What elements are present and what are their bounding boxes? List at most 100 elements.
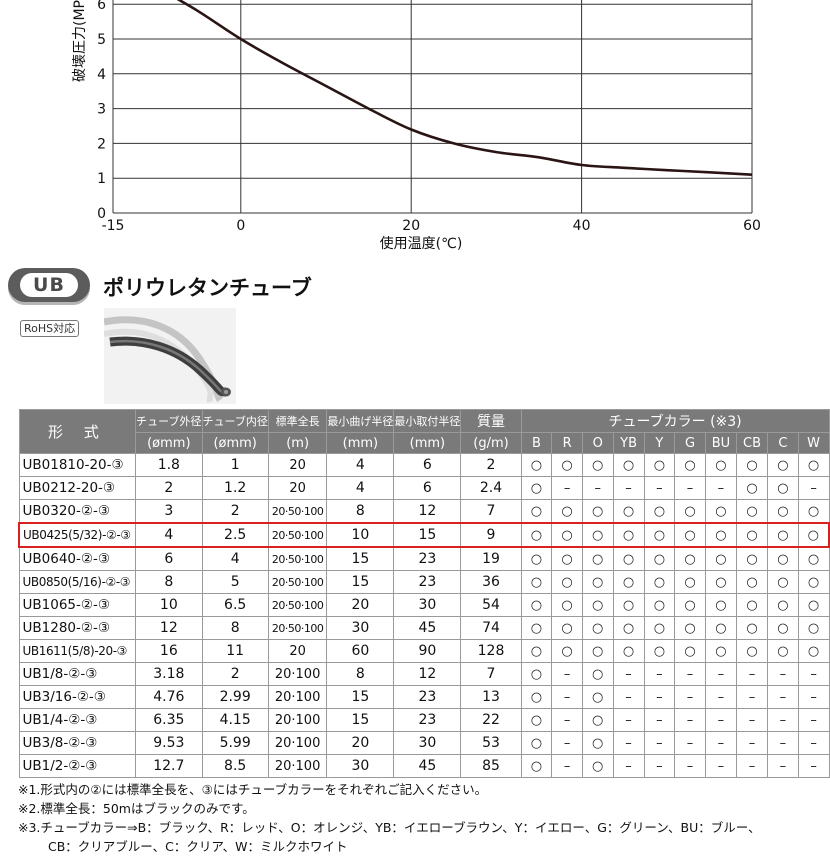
cell-outer: 2 (135, 476, 203, 500)
footnote-3-continued: CB：クリアブルー、C：クリア、W：ミルクホワイト (48, 839, 348, 854)
cell-inner: 1.2 (201, 476, 269, 500)
table-row: UB1/4-②-③ 6.35 4.15 20·100 15 23 22 ○ – ○ – – – – – – – (18, 708, 830, 732)
cell-length: 20·100 (267, 662, 328, 686)
cell-color-o: ○ (581, 754, 614, 778)
cell-color-yb: – (612, 662, 645, 686)
header-color-bu: BU (704, 432, 737, 454)
y-tick-label: 6 (97, 0, 106, 13)
cell-color-c: ○ (767, 593, 799, 617)
cell-color-c: – (767, 754, 799, 778)
cell-color-g: ○ (674, 570, 706, 594)
cell-color-cb: ○ (735, 453, 769, 477)
table-row: UB0320-②-③ 3 2 20·50·100 8 12 7 ○ ○ ○ ○ ○ ○ ○ ○ ○ ○ (18, 499, 830, 524)
cell-color-c: ○ (767, 570, 799, 594)
cell-model: UB3/8-②-③ (18, 731, 137, 755)
cell-color-w: ○ (797, 616, 830, 640)
table-subheader-row: (ømm) (ømm) (m) (mm) (mm) (g/m) B R O YB… (19, 432, 830, 454)
cell-color-b: ○ (520, 639, 553, 663)
cell-inner: 5.99 (201, 731, 269, 755)
cell-color-r: – (551, 708, 583, 732)
cell-color-g: – (674, 708, 706, 732)
cell-color-r: ○ (551, 616, 583, 640)
cell-color-yb: ○ (612, 639, 645, 663)
cell-color-r: – (551, 754, 583, 778)
header-color-b: B (520, 432, 553, 454)
cell-color-w: – (797, 685, 830, 709)
cell-color-bu: – (704, 731, 737, 755)
cell-color-o: ○ (581, 453, 614, 477)
cell-color-b: ○ (520, 546, 553, 571)
cell-model: UB1611(5/8)-20-③ (18, 639, 137, 663)
y-tick-label: 2 (97, 136, 106, 152)
header-mount-unit: (mm) (393, 432, 462, 454)
cell-color-bu: ○ (704, 570, 737, 594)
cell-color-cb: ○ (735, 522, 769, 548)
cell-model: UB0212-20-③ (18, 476, 137, 500)
cell-color-r: ○ (551, 453, 583, 477)
cell-color-c: ○ (767, 546, 799, 571)
cell-color-c: ○ (767, 616, 799, 640)
cell-bend: 20 (326, 593, 395, 617)
cell-color-y: ○ (643, 546, 676, 571)
cell-inner: 11 (201, 639, 269, 663)
cell-outer: 9.53 (135, 731, 203, 755)
table-row: UB01810-20-③ 1.8 1 20 4 6 2 ○ ○ ○ ○ ○ ○ ○ ○ ○ ○ (18, 453, 830, 477)
footnote-3: ※3.チューブカラー⇒B：ブラック、R：レッド、O：オレンジ、YB：イエローブラ… (18, 820, 761, 835)
header-color-w: W (797, 432, 830, 454)
chart-grid (112, 0, 753, 214)
cell-color-r: ○ (551, 499, 583, 524)
cell-color-cb: – (735, 754, 769, 778)
cell-mount: 23 (393, 570, 462, 594)
cell-outer: 3.18 (135, 662, 203, 686)
chart-x-axis-label: 使用温度(℃) (380, 235, 463, 252)
x-tick-label: 40 (573, 218, 591, 234)
cell-outer: 12.7 (135, 754, 203, 778)
cell-color-yb: ○ (612, 499, 645, 524)
cell-color-g: ○ (674, 593, 706, 617)
header-length-unit: (m) (267, 432, 328, 454)
cell-inner: 2.5 (201, 522, 269, 548)
cell-color-cb: ○ (735, 639, 769, 663)
y-tick-label: 5 (97, 32, 106, 48)
cell-color-yb: ○ (612, 616, 645, 640)
cell-model: UB1/2-②-③ (18, 754, 137, 778)
cell-color-w: ○ (797, 453, 830, 477)
cell-color-y: – (643, 685, 676, 709)
cell-color-w: ○ (797, 593, 830, 617)
cell-color-bu: – (704, 476, 737, 500)
chart-line-series (176, 0, 753, 176)
cell-model: UB1/4-②-③ (18, 708, 137, 732)
cell-color-g: ○ (674, 499, 706, 524)
cell-color-b: ○ (520, 616, 553, 640)
cell-color-cb: ○ (735, 499, 769, 524)
cell-color-o: ○ (581, 685, 614, 709)
cell-length: 20·100 (267, 708, 328, 732)
cell-color-b: ○ (520, 731, 553, 755)
cell-inner: 4 (201, 546, 269, 571)
cell-color-c: ○ (767, 476, 799, 500)
cell-mount: 45 (393, 754, 462, 778)
cell-color-o: ○ (581, 570, 614, 594)
cell-outer: 3 (135, 499, 203, 524)
cell-color-o: ○ (581, 708, 614, 732)
cell-color-c: ○ (767, 453, 799, 477)
cell-mount: 12 (393, 499, 462, 524)
cell-inner: 4.15 (201, 708, 269, 732)
cell-color-yb: ○ (612, 570, 645, 594)
cell-weight: 22 (460, 708, 522, 732)
cell-color-cb: – (735, 662, 769, 686)
cell-model: UB1280-②-③ (18, 616, 137, 640)
cell-color-b: ○ (520, 685, 553, 709)
cell-color-w: ○ (797, 546, 830, 571)
cell-weight: 9 (460, 522, 522, 548)
cell-weight: 128 (460, 639, 522, 663)
cell-bend: 15 (326, 546, 395, 571)
cell-inner: 2.99 (201, 685, 269, 709)
footnote-1: ※1.形式内の②には標準全長を、③にはチューブカラーをそれぞれご記入ください。 (18, 782, 488, 797)
table-row: UB1611(5/8)-20-③ 16 11 20 60 90 128 ○ ○ ○ ○ ○ ○ ○ ○ ○ ○ (18, 639, 830, 663)
cell-color-cb: – (735, 708, 769, 732)
cell-color-b: ○ (520, 476, 553, 500)
cell-color-w: – (797, 708, 830, 732)
cell-bend: 4 (326, 476, 395, 500)
cell-color-yb: ○ (612, 546, 645, 571)
